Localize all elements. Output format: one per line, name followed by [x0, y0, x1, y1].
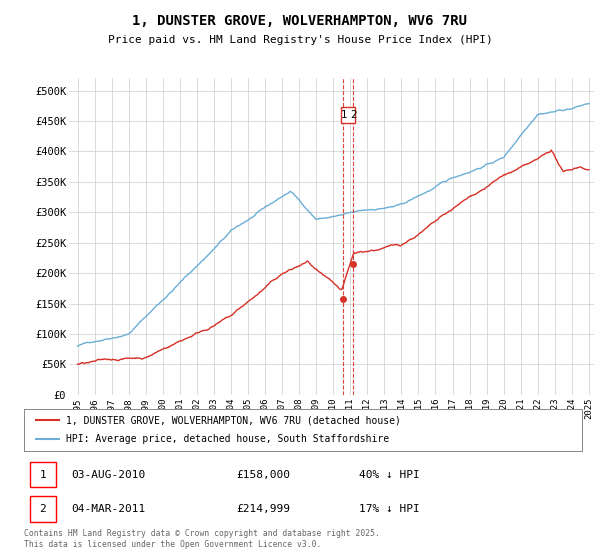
Text: 1: 1 — [40, 469, 46, 479]
FancyBboxPatch shape — [341, 108, 355, 123]
Text: 40% ↓ HPI: 40% ↓ HPI — [359, 469, 419, 479]
Text: 1, DUNSTER GROVE, WOLVERHAMPTON, WV6 7RU: 1, DUNSTER GROVE, WOLVERHAMPTON, WV6 7RU — [133, 14, 467, 28]
Text: £158,000: £158,000 — [236, 469, 290, 479]
Text: Price paid vs. HM Land Registry's House Price Index (HPI): Price paid vs. HM Land Registry's House … — [107, 35, 493, 45]
Text: £214,999: £214,999 — [236, 504, 290, 514]
Text: 1, DUNSTER GROVE, WOLVERHAMPTON, WV6 7RU (detached house): 1, DUNSTER GROVE, WOLVERHAMPTON, WV6 7RU… — [66, 415, 401, 425]
FancyBboxPatch shape — [29, 496, 56, 521]
Text: HPI: Average price, detached house, South Staffordshire: HPI: Average price, detached house, Sout… — [66, 435, 389, 445]
Text: 2: 2 — [40, 504, 46, 514]
FancyBboxPatch shape — [29, 462, 56, 487]
Text: 03-AUG-2010: 03-AUG-2010 — [71, 469, 146, 479]
Text: Contains HM Land Registry data © Crown copyright and database right 2025.
This d: Contains HM Land Registry data © Crown c… — [24, 529, 380, 549]
Text: 04-MAR-2011: 04-MAR-2011 — [71, 504, 146, 514]
Text: 17% ↓ HPI: 17% ↓ HPI — [359, 504, 419, 514]
Text: 1: 1 — [341, 110, 348, 120]
Text: 2: 2 — [350, 110, 356, 120]
